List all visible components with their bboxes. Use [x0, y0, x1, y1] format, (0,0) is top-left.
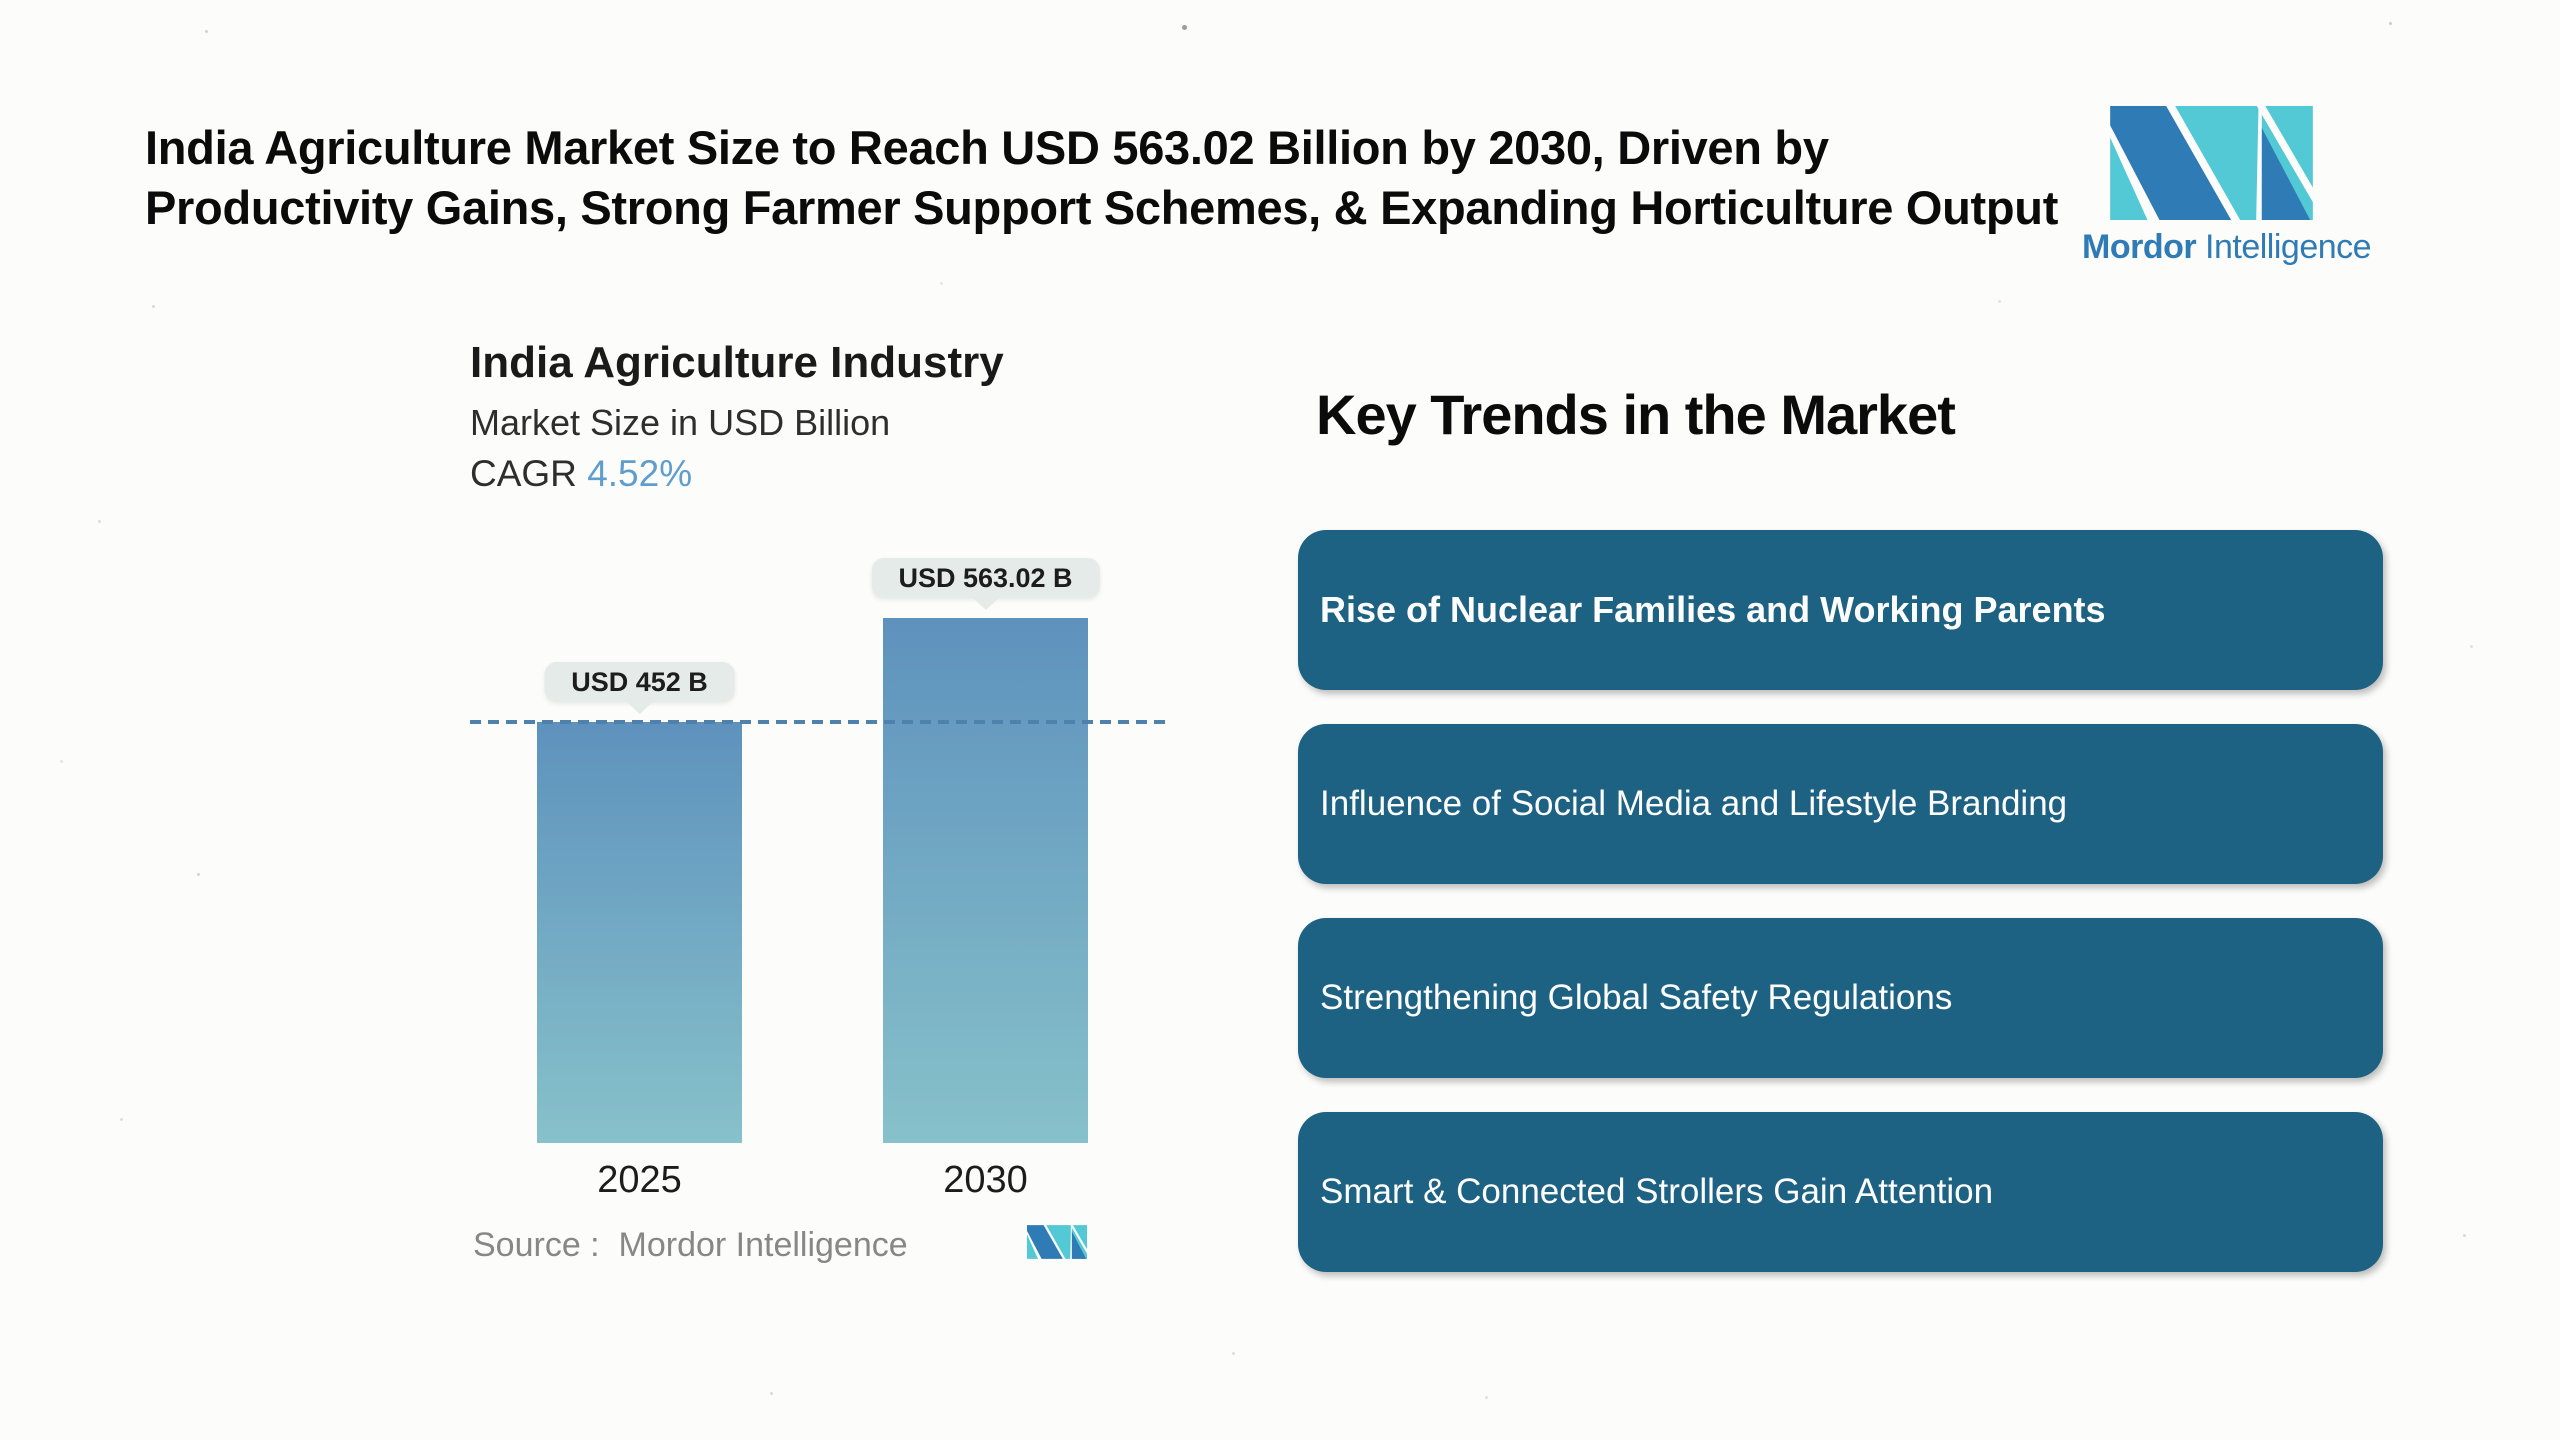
mordor-logo-icon	[2109, 106, 2313, 220]
trend-card-2-label: Influence of Social Media and Lifestyle …	[1320, 784, 2068, 823]
chart-header: India Agriculture Industry Market Size i…	[470, 338, 1004, 495]
page-title-line2: Productivity Gains, Strong Farmer Suppor…	[145, 181, 2059, 234]
source-text: Source : Mordor Intelligence	[473, 1226, 908, 1264]
chart-subtitle: Market Size in USD Billion	[470, 402, 891, 443]
bar-chart: USD 452 B 2025 USD 563.02 B 2030	[470, 558, 1168, 1201]
bar-2030	[883, 618, 1088, 1143]
mordor-mini-logo-icon	[1027, 1225, 1087, 1259]
trend-card-3-label: Strengthening Global Safety Regulations	[1320, 978, 1953, 1017]
trend-card-2: Influence of Social Media and Lifestyle …	[1298, 724, 2383, 884]
trend-card-3: Strengthening Global Safety Regulations	[1298, 918, 2383, 1078]
bar-column-2030: USD 563.02 B 2030	[871, 558, 1100, 1201]
x-label-2030: 2030	[943, 1159, 1028, 1201]
bar-2025	[537, 721, 742, 1143]
trend-cards: Rise of Nuclear Families and Working Par…	[1298, 530, 2383, 1272]
trend-card-4-label: Smart & Connected Strollers Gain Attenti…	[1320, 1172, 1994, 1211]
mordor-wordmark: Mordor Intelligence	[2082, 228, 2372, 267]
page-title-line1: India Agriculture Market Size to Reach U…	[145, 121, 1829, 174]
reference-dashed-line	[470, 719, 1168, 724]
trends-heading: Key Trends in the Market	[1316, 383, 1956, 446]
wordmark-bold: Mordor	[2082, 228, 2197, 266]
trend-card-1: Rise of Nuclear Families and Working Par…	[1298, 530, 2383, 690]
value-label-2025: USD 452 B	[544, 661, 735, 702]
mordor-intelligence-logo: Mordor Intelligence	[2082, 106, 2372, 267]
bar-column-2025: USD 452 B 2025	[537, 618, 742, 1201]
value-label-2030: USD 563.02 B	[871, 558, 1100, 598]
wordmark-regular: Intelligence	[2205, 228, 2372, 266]
chart-title: India Agriculture Industry	[470, 338, 1004, 387]
cagr-value: 4.52%	[587, 453, 693, 494]
cagr-label: CAGR	[470, 453, 577, 494]
background-speckles	[0, 0, 3, 3]
chart-cagr: CAGR 4.52%	[470, 453, 1004, 495]
trend-card-1-label: Rise of Nuclear Families and Working Par…	[1320, 589, 2106, 630]
trend-card-4: Smart & Connected Strollers Gain Attenti…	[1298, 1112, 2383, 1272]
page-title: India Agriculture Market Size to Reach U…	[145, 118, 2058, 238]
x-label-2025: 2025	[597, 1159, 682, 1201]
